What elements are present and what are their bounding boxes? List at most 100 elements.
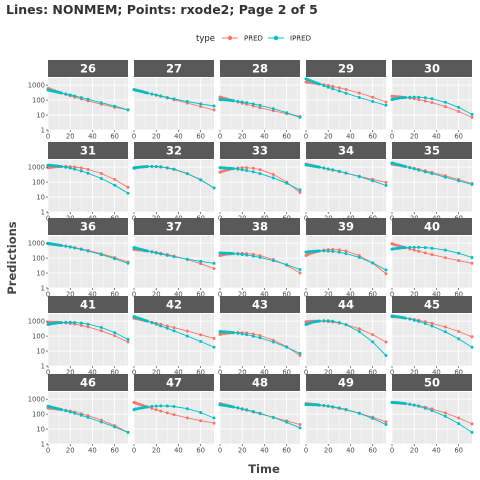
facet-strip	[306, 142, 386, 159]
data-point-ipred	[337, 406, 341, 410]
data-point-ipred	[73, 167, 77, 171]
x-tick-label: 60	[196, 133, 205, 141]
data-point-ipred	[258, 103, 262, 107]
y-tick-label: 1	[41, 440, 45, 448]
data-point-ipred	[326, 167, 330, 171]
facet-strip-label: 30	[424, 62, 440, 76]
x-tick-label: 60	[454, 133, 463, 141]
x-tick-label: 40	[260, 369, 269, 377]
facet-strip-label: 40	[424, 220, 440, 234]
data-point-ipred	[53, 242, 57, 246]
facet-panel: 27 0 20 40 60	[132, 60, 216, 141]
data-point-ipred	[357, 330, 361, 334]
data-point-ipred	[322, 319, 326, 323]
data-point-ipred	[145, 405, 149, 409]
data-point-pred	[185, 416, 189, 420]
facet-strip-label: 43	[252, 298, 268, 312]
x-tick-label: 0	[46, 369, 50, 377]
data-point-ipred	[384, 423, 388, 426]
data-point-pred	[113, 178, 117, 181]
data-point-pred	[384, 340, 388, 344]
x-tick-label: 0	[390, 369, 394, 377]
data-point-ipred	[64, 320, 68, 324]
data-point-ipred	[199, 178, 203, 182]
data-point-ipred	[220, 166, 224, 170]
data-point-pred	[457, 416, 461, 420]
data-point-ipred	[185, 100, 189, 103]
data-point-ipred	[73, 411, 77, 415]
x-tick-label: 60	[454, 291, 463, 299]
data-point-ipred	[199, 340, 203, 343]
data-point-ipred	[50, 164, 54, 167]
facet-strip-label: 33	[252, 144, 268, 158]
data-point-ipred	[86, 171, 90, 175]
data-point-pred	[271, 109, 275, 113]
data-point-ipred	[225, 251, 229, 255]
x-tick-label: 40	[432, 291, 441, 299]
data-point-ipred	[68, 320, 72, 324]
data-point-ipred	[48, 163, 52, 167]
facet-strip-label: 46	[80, 376, 96, 390]
x-tick-label: 40	[88, 133, 97, 141]
data-point-pred	[371, 95, 375, 99]
data-point-ipred	[50, 89, 54, 93]
data-point-pred	[417, 98, 421, 102]
facet-strip	[134, 374, 214, 391]
facet-strip-label: 27	[166, 62, 182, 76]
data-point-ipred	[371, 340, 375, 344]
x-tick-label: 0	[132, 447, 136, 455]
data-point-ipred	[220, 251, 224, 255]
data-point-ipred	[136, 316, 140, 320]
data-point-ipred	[150, 164, 154, 168]
data-point-ipred	[229, 330, 233, 334]
data-point-ipred	[408, 245, 412, 249]
data-point-pred	[298, 423, 302, 426]
data-point-pred	[172, 413, 176, 417]
data-point-ipred	[457, 422, 461, 426]
data-point-pred	[298, 271, 302, 275]
data-point-ipred	[392, 401, 396, 404]
panel-background	[220, 314, 300, 366]
data-point-ipred	[331, 87, 335, 91]
x-tick-label: 40	[174, 369, 183, 377]
data-point-ipred	[313, 249, 317, 253]
x-tick-label: 20	[410, 133, 419, 141]
data-point-pred	[457, 110, 461, 113]
data-point-ipred	[443, 330, 447, 334]
panel-background	[48, 236, 128, 288]
data-point-ipred	[154, 93, 158, 97]
data-point-pred	[251, 166, 255, 170]
data-point-ipred	[417, 245, 421, 249]
data-point-ipred	[227, 330, 231, 334]
x-tick-label: 60	[368, 447, 377, 455]
data-point-ipred	[199, 259, 203, 263]
data-point-ipred	[298, 188, 302, 192]
data-point-pred	[417, 249, 421, 253]
data-point-ipred	[99, 420, 103, 424]
data-point-ipred	[225, 98, 229, 102]
data-point-ipred	[399, 401, 403, 405]
data-point-ipred	[258, 255, 262, 259]
data-point-ipred	[159, 324, 163, 328]
data-point-ipred	[229, 166, 233, 170]
y-tick-label: 1	[41, 362, 45, 370]
data-point-pred	[79, 166, 83, 170]
facet-strip	[392, 142, 472, 159]
data-point-pred	[443, 325, 447, 329]
data-point-pred	[394, 243, 398, 247]
data-point-pred	[470, 115, 474, 119]
data-point-ipred	[397, 401, 401, 405]
data-point-pred	[212, 267, 216, 270]
facet-strip-label: 50	[424, 376, 440, 390]
data-point-ipred	[59, 321, 63, 325]
y-tick-label: 100	[32, 254, 45, 262]
data-point-ipred	[136, 407, 140, 410]
facet-strip-label: 37	[166, 220, 182, 234]
facet-strip	[392, 374, 472, 391]
data-point-ipred	[401, 246, 405, 250]
data-point-ipred	[236, 167, 240, 171]
data-point-ipred	[231, 99, 235, 103]
data-point-pred	[443, 256, 447, 260]
data-point-ipred	[136, 165, 140, 169]
